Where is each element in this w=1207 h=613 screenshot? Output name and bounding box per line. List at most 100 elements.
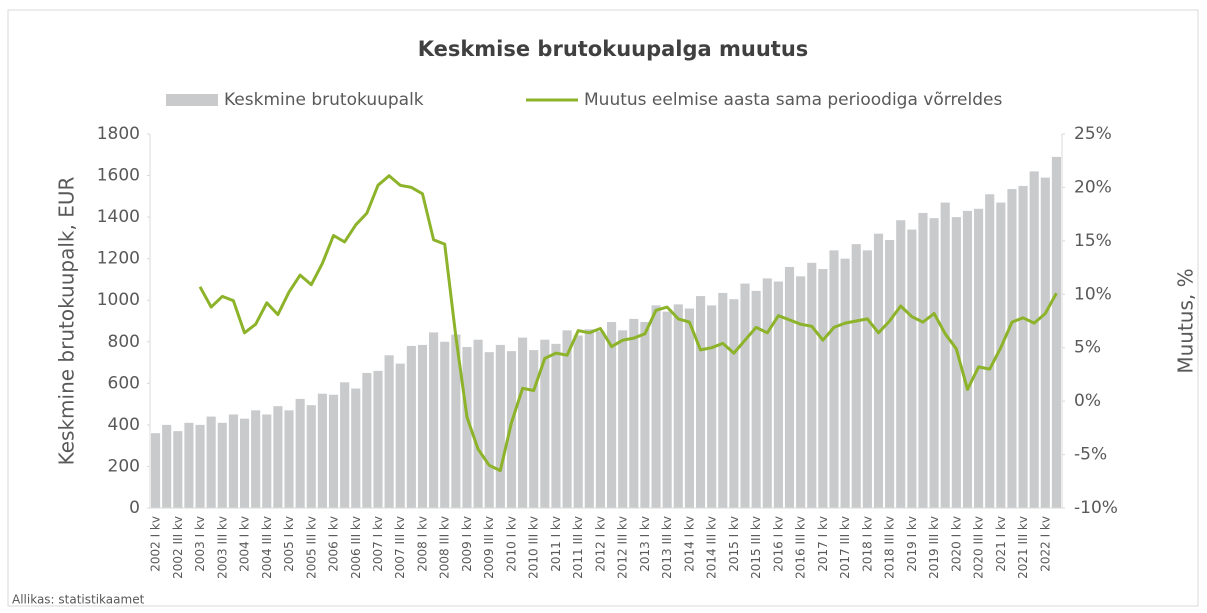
x-tick-label: 2008 III kv [438, 516, 452, 579]
bar [651, 305, 661, 508]
bar [1051, 156, 1061, 508]
bar [996, 202, 1006, 509]
bar [974, 208, 984, 509]
bar [151, 433, 161, 508]
y2-tick-label: 10% [1074, 284, 1112, 304]
bar [807, 262, 817, 508]
bar [718, 292, 728, 508]
chart-title: Keskmise brutokuupalga muutus [418, 37, 809, 61]
bar [584, 329, 594, 508]
bar [873, 233, 884, 508]
bar [262, 414, 272, 508]
bar [607, 322, 617, 508]
x-tick-label: 2002 III kv [171, 516, 185, 579]
bar [640, 322, 650, 508]
x-tick-label: 2009 III kv [482, 516, 496, 579]
bar [173, 431, 183, 508]
bar [684, 308, 694, 508]
bar [896, 220, 906, 508]
legend-label: Keskmine brutokuupalk [224, 90, 424, 110]
x-tick-label: 2004 I kv [238, 516, 252, 572]
bar [328, 394, 339, 508]
y2-tick-label: 5% [1074, 338, 1101, 358]
bar [618, 330, 628, 508]
bar [673, 304, 683, 508]
bar [851, 244, 861, 508]
bar [885, 239, 895, 508]
y-tick-label: 1000 [97, 290, 140, 310]
y-tick-label: 400 [108, 415, 140, 435]
x-tick-label: 2013 III kv [660, 516, 674, 579]
y-tick-label: 1600 [97, 166, 140, 186]
x-tick-label: 2010 I kv [504, 516, 518, 572]
bar [206, 416, 216, 508]
y2-tick-label: 20% [1074, 177, 1112, 197]
bar [951, 217, 961, 508]
bar [1040, 177, 1050, 508]
x-tick-label: 2009 I kv [460, 516, 474, 572]
bar [251, 410, 261, 508]
bar [1018, 185, 1028, 508]
source: Allikas: statistikaamet [12, 593, 145, 607]
bar [340, 382, 350, 508]
bar [228, 414, 238, 508]
x-tick-label: 2022 I kv [1038, 516, 1052, 572]
x-tick-label: 2016 III kv [794, 516, 808, 579]
x-tick-label: 2005 I kv [282, 516, 296, 572]
bar [395, 363, 405, 508]
x-tick-label: 2017 III kv [838, 516, 852, 579]
x-tick-label: 2021 III kv [1016, 516, 1030, 579]
bar [862, 250, 872, 508]
bar [918, 212, 928, 508]
x-tick-label: 2018 III kv [883, 516, 897, 579]
y2-tick-label: -5% [1074, 445, 1107, 465]
x-tick-label: 2004 III kv [260, 516, 274, 579]
x-tick-label: 2003 III kv [215, 516, 229, 579]
x-tick-label: 2016 I kv [771, 516, 785, 572]
bar [551, 343, 561, 508]
bar [217, 422, 227, 508]
x-tick-label: 2018 I kv [860, 516, 874, 572]
bar [473, 339, 483, 508]
x-tick-label: 2006 III kv [349, 516, 363, 579]
bar [451, 334, 461, 508]
bar [184, 422, 194, 508]
x-tick-label: 2015 III kv [749, 516, 763, 579]
y2-tick-label: 0% [1074, 391, 1101, 411]
x-tick-label: 2003 I kv [193, 516, 207, 572]
y2-tick-label: 15% [1074, 231, 1112, 251]
bar [707, 305, 717, 508]
x-tick-label: 2017 I kv [816, 516, 830, 572]
bar [540, 339, 550, 508]
bar [417, 344, 428, 508]
bar [351, 388, 361, 508]
y-tick-label: 0 [129, 498, 140, 518]
x-tick-label: 2010 III kv [527, 516, 541, 579]
bar [629, 318, 639, 508]
x-tick-label: 2012 I kv [593, 516, 607, 572]
x-tick-label: 2014 III kv [705, 516, 719, 579]
bar [573, 335, 583, 508]
bar [373, 370, 383, 508]
x-tick-label: 2020 I kv [949, 516, 963, 572]
bar [962, 210, 973, 508]
y-tick-label: 1400 [97, 207, 140, 227]
bar [284, 410, 294, 508]
bar [818, 269, 828, 508]
x-tick-label: 2002 I kv [149, 516, 163, 572]
bar [1029, 171, 1039, 508]
x-tick-label: 2005 III kv [304, 516, 318, 579]
bar [362, 372, 372, 508]
x-tick-label: 2013 I kv [638, 516, 652, 572]
bar [273, 406, 283, 508]
bar [762, 278, 772, 508]
bar [751, 290, 761, 508]
bar [773, 281, 783, 508]
bar [162, 424, 172, 508]
x-tick-label: 2007 I kv [371, 516, 385, 572]
bar [840, 258, 850, 508]
y-tick-label: 1800 [97, 124, 140, 144]
bar [595, 331, 605, 508]
x-tick-label: 2020 III kv [972, 516, 986, 579]
y-tick-label: 1200 [97, 249, 140, 269]
